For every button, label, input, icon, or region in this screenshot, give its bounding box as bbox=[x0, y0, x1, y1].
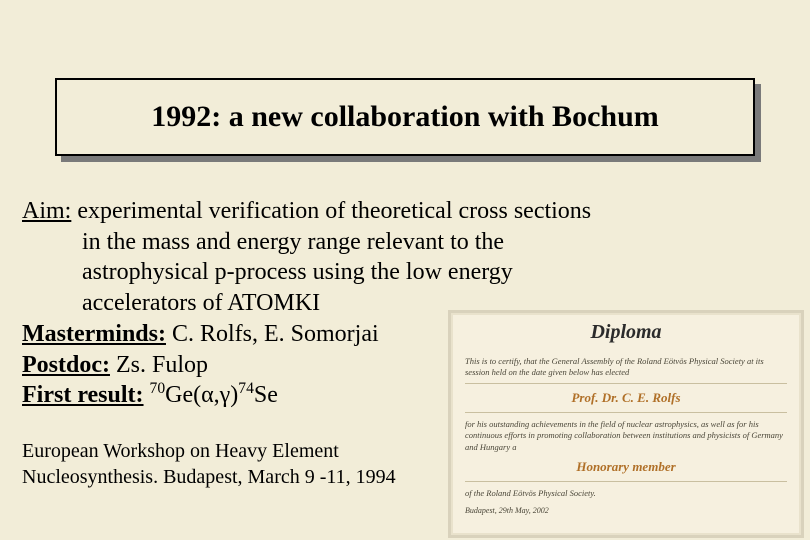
sup-74: 74 bbox=[238, 380, 254, 397]
diploma-footer: Budapest, 29th May, 2002 bbox=[465, 506, 787, 515]
first-result-label: First result: bbox=[22, 382, 144, 408]
footnote: European Workshop on Heavy Element Nucle… bbox=[22, 438, 452, 490]
postdoc-value: Zs. Fulop bbox=[110, 352, 208, 378]
aim-line1: Aim: experimental verification of theore… bbox=[22, 196, 792, 227]
title-container: 1992: a new collaboration with Bochum bbox=[55, 78, 755, 156]
ge-part: Ge(α,γ) bbox=[165, 382, 238, 408]
masterminds-label: Masterminds: bbox=[22, 321, 166, 347]
sup-70: 70 bbox=[150, 380, 166, 397]
aim-line3: astrophysical p-process using the low en… bbox=[22, 257, 792, 288]
footnote-line1: European Workshop on Heavy Element bbox=[22, 438, 452, 464]
se-part: Se bbox=[254, 382, 278, 408]
masterminds-value: C. Rolfs, E. Somorjai bbox=[166, 321, 379, 347]
aim-line2: in the mass and energy range relevant to… bbox=[22, 227, 792, 258]
footnote-line2: Nucleosynthesis. Budapest, March 9 -11, … bbox=[22, 464, 452, 490]
diploma-cert-line: This is to certify, that the General Ass… bbox=[465, 356, 787, 379]
diploma-rule-1 bbox=[465, 383, 787, 384]
diploma-society: of the Roland Eötvös Physical Society. bbox=[465, 488, 787, 499]
diploma-citation: for his outstanding achievements in the … bbox=[465, 419, 787, 453]
aim-label: Aim: bbox=[22, 198, 71, 224]
aim-text1: experimental verification of theoretical… bbox=[71, 198, 591, 224]
diploma-rule-3 bbox=[465, 481, 787, 482]
diploma-title: Diploma bbox=[465, 321, 787, 344]
slide-title: 1992: a new collaboration with Bochum bbox=[151, 100, 659, 134]
diploma-inset: Diploma This is to certify, that the Gen… bbox=[448, 310, 804, 538]
diploma-rule-2 bbox=[465, 412, 787, 413]
postdoc-label: Postdoc: bbox=[22, 352, 110, 378]
title-box: 1992: a new collaboration with Bochum bbox=[55, 78, 755, 156]
diploma-name: Prof. Dr. C. E. Rolfs bbox=[465, 390, 787, 406]
diploma-honor: Honorary member bbox=[465, 459, 787, 475]
